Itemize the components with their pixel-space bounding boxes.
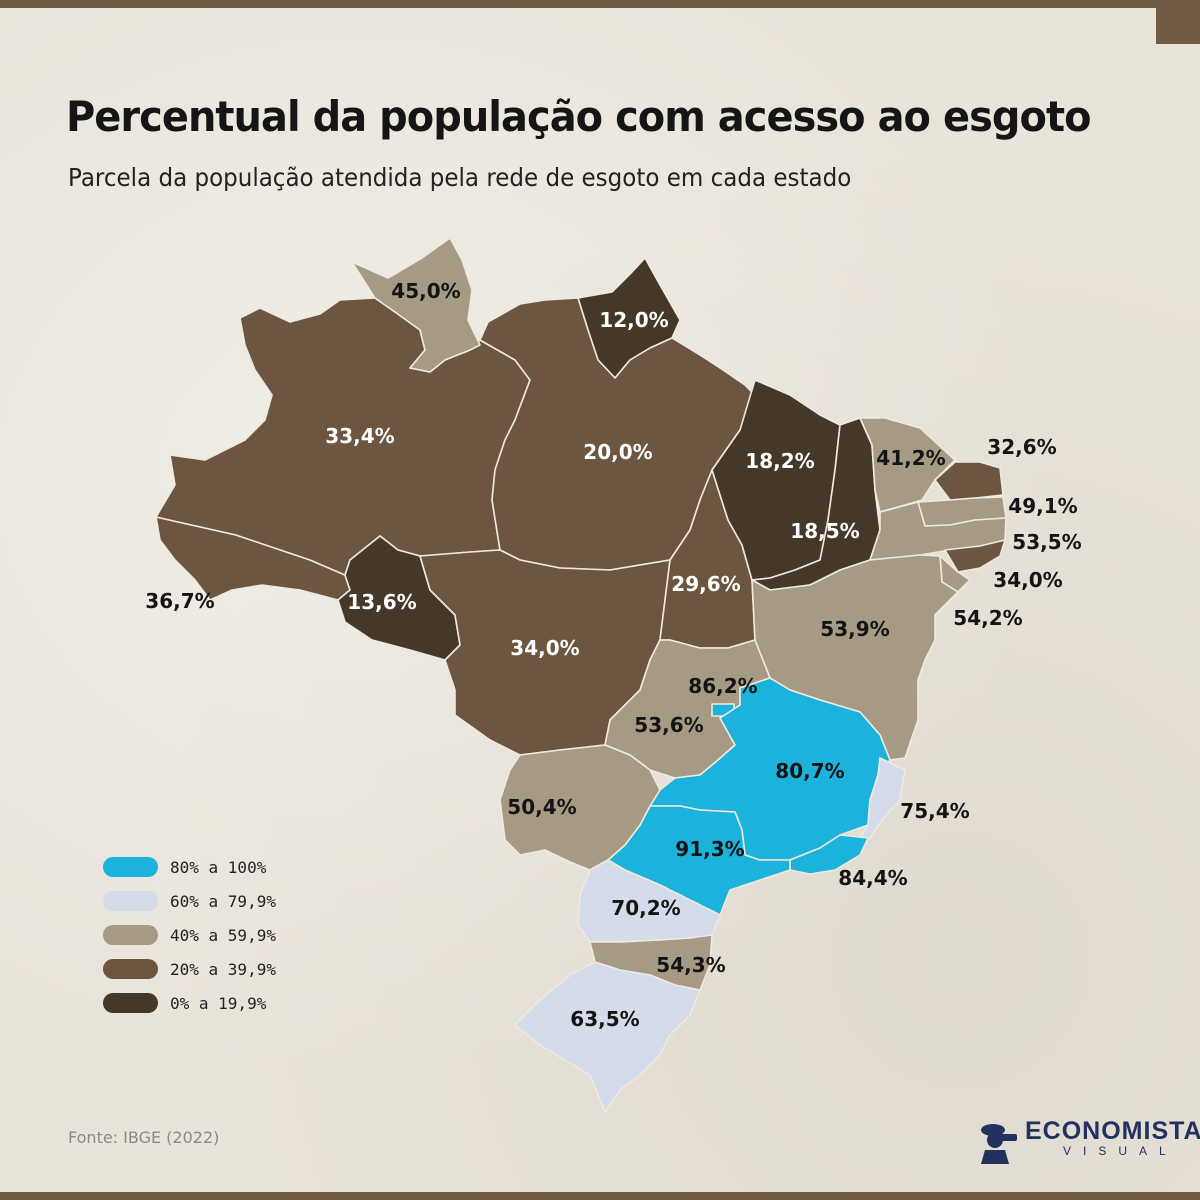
legend-label: 80% a 100% — [170, 857, 267, 877]
value-label-es: 75,4% — [900, 799, 969, 823]
state-ceara[interactable] — [859, 417, 956, 513]
value-label-ce: 41,2% — [876, 446, 945, 470]
corner-tab — [1156, 8, 1200, 44]
value-label-pb: 49,1% — [1008, 494, 1077, 518]
legend-label: 20% a 39,9% — [170, 959, 276, 979]
legend-label: 0% a 19,9% — [170, 993, 267, 1013]
legend-swatch — [103, 925, 158, 945]
value-labels-layer: 36,7% 33,4% 45,0% 12,0% 20,0% 13,6% 34,0% 29,6%… — [145, 279, 1081, 1031]
value-label-se: 54,2% — [953, 606, 1022, 630]
value-label-go: 53,6% — [634, 713, 703, 737]
map-subtitle: Parcela da população atendida pela rede … — [68, 163, 852, 192]
legend-item-20-39: 20% a 39,9% — [103, 952, 276, 986]
value-label-ro: 13,6% — [347, 590, 416, 614]
legend-swatch — [103, 993, 158, 1013]
value-label-rr: 45,0% — [391, 279, 460, 303]
value-label-pe: 53,5% — [1012, 530, 1081, 554]
legend-swatch — [103, 959, 158, 979]
legend-item-80-100: 80% a 100% — [103, 850, 276, 884]
brand-logo: ECONOMISTA VISUAL — [975, 1118, 1200, 1164]
value-label-rs: 63,5% — [570, 1007, 639, 1031]
top-border — [0, 0, 1200, 8]
state-rio-grande-do-sul[interactable] — [514, 961, 701, 1113]
value-label-ma: 18,2% — [745, 449, 814, 473]
value-label-to: 29,6% — [671, 572, 740, 596]
state-roraima[interactable] — [351, 237, 481, 373]
value-label-pa: 20,0% — [583, 440, 652, 464]
legend-item-60-79: 60% a 79,9% — [103, 884, 276, 918]
value-label-mg: 80,7% — [775, 759, 844, 783]
value-label-ms: 50,4% — [507, 795, 576, 819]
legend-label: 40% a 59,9% — [170, 925, 276, 945]
value-label-rn: 32,6% — [987, 435, 1056, 459]
source-note: Fonte: IBGE (2022) — [68, 1128, 220, 1147]
legend-swatch — [103, 857, 158, 877]
value-label-sp: 91,3% — [675, 837, 744, 861]
value-label-rj: 84,4% — [838, 866, 907, 890]
legend-item-0-19: 0% a 19,9% — [103, 986, 276, 1020]
legend-label: 60% a 79,9% — [170, 891, 276, 911]
legend-item-40-59: 40% a 59,9% — [103, 918, 276, 952]
map-title: Percentual da população com acesso ao es… — [66, 92, 1091, 141]
value-label-am: 33,4% — [325, 424, 394, 448]
economist-figure-icon — [981, 1124, 1017, 1164]
value-label-sc: 54,3% — [656, 953, 725, 977]
value-label-df: 86,2% — [688, 674, 757, 698]
value-label-ba: 53,9% — [820, 617, 889, 641]
state-rio-de-janeiro[interactable] — [789, 834, 869, 875]
legend-swatch — [103, 891, 158, 911]
value-label-ac: 36,7% — [145, 589, 214, 613]
bottom-border — [0, 1192, 1200, 1200]
value-label-mt: 34,0% — [510, 636, 579, 660]
brand-name: ECONOMISTA — [1025, 1117, 1200, 1145]
states-layer — [155, 237, 1007, 1113]
brand-subname: VISUAL — [1063, 1144, 1178, 1158]
state-mato-grosso-do-sul[interactable] — [499, 744, 661, 871]
value-label-al: 34,0% — [993, 568, 1062, 592]
legend: 80% a 100% 60% a 79,9% 40% a 59,9% 20% a… — [103, 850, 276, 1020]
value-label-pr: 70,2% — [611, 896, 680, 920]
value-label-ap: 12,0% — [599, 308, 668, 332]
value-label-pi: 18,5% — [790, 519, 859, 543]
